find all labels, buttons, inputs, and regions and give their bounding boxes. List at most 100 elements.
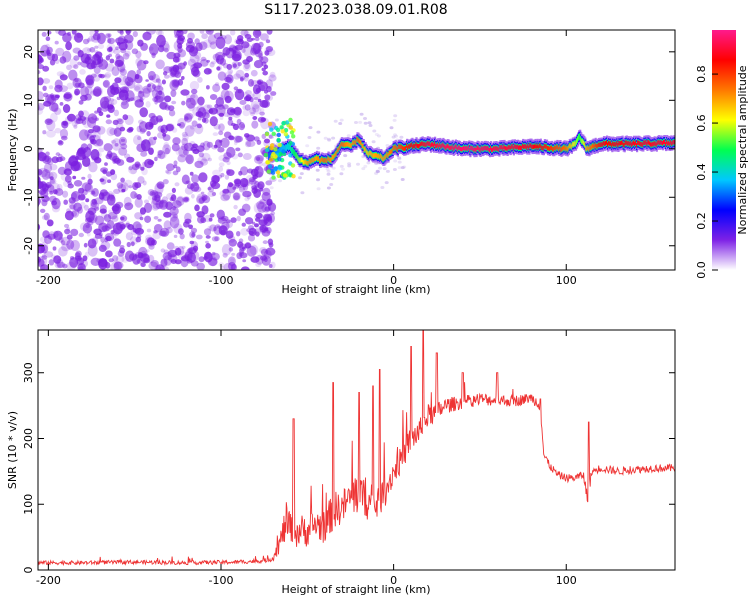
noise-blob <box>38 244 45 254</box>
noise-blob <box>218 166 224 172</box>
noise-blob <box>114 77 122 84</box>
noise-blob <box>347 162 352 166</box>
noise-blob <box>393 159 398 163</box>
snr-ytick-label: 200 <box>22 428 35 449</box>
noise-blob <box>228 247 234 252</box>
noise-blob <box>316 187 321 191</box>
noise-blob <box>258 41 264 48</box>
noise-blob <box>100 167 109 173</box>
noise-blob <box>269 71 276 78</box>
noise-blob <box>58 140 63 145</box>
noise-blob <box>176 30 183 33</box>
noise-blob <box>47 184 55 193</box>
noise-blob <box>99 178 105 183</box>
noise-blob <box>136 143 146 153</box>
noise-blob <box>173 160 178 166</box>
noise-blob <box>169 216 180 229</box>
noise-blob <box>153 95 164 104</box>
noise-blob <box>185 97 196 109</box>
noise-blob <box>339 164 344 168</box>
noise-blob <box>107 179 112 183</box>
noise-blob <box>46 219 54 227</box>
noise-blob <box>42 155 52 165</box>
noise-blob <box>122 52 130 60</box>
noise-blob <box>198 256 205 263</box>
ridge-cell <box>595 144 598 149</box>
noise-blob <box>252 116 258 120</box>
noise-blob <box>116 182 124 189</box>
noise-blob <box>233 86 239 91</box>
noise-blob <box>100 178 107 185</box>
noise-blob <box>177 35 185 41</box>
noise-blob <box>112 206 120 214</box>
noise-blob <box>391 135 396 139</box>
noise-blob <box>145 236 155 246</box>
ridge-cell <box>288 153 293 158</box>
noise-blob <box>260 108 265 113</box>
noise-blob <box>382 167 387 171</box>
noise-blob <box>124 202 134 211</box>
noise-blob <box>375 169 380 173</box>
noise-blob <box>201 152 211 162</box>
noise-blob <box>253 136 260 142</box>
noise-blob <box>299 172 304 176</box>
noise-blob <box>224 174 230 180</box>
noise-blob <box>254 30 262 36</box>
noise-blob <box>113 261 124 270</box>
ridge-cell <box>653 141 656 146</box>
noise-blob <box>137 252 144 259</box>
noise-blob <box>102 74 107 78</box>
noise-blob <box>201 33 208 40</box>
noise-blob <box>90 60 98 68</box>
noise-blob <box>99 74 105 79</box>
noise-blob <box>238 38 243 42</box>
noise-blob <box>257 181 265 190</box>
ridge-cell <box>265 147 270 153</box>
ridge-cell <box>281 149 286 154</box>
noise-blob <box>206 59 211 63</box>
noise-blob <box>70 228 79 237</box>
noise-blob <box>147 160 155 166</box>
noise-blob <box>84 183 93 193</box>
noise-blob <box>122 75 129 83</box>
noise-blob <box>146 30 156 35</box>
noise-blob <box>119 66 126 74</box>
noise-blob <box>158 30 164 37</box>
noise-blob <box>221 244 232 256</box>
noise-blob <box>73 180 83 187</box>
noise-blob <box>92 88 102 97</box>
noise-blob <box>100 236 105 243</box>
noise-blob <box>343 154 348 158</box>
noise-blob <box>81 176 86 180</box>
noise-blob <box>120 138 126 142</box>
noise-blob <box>73 64 79 69</box>
noise-blob <box>224 90 234 103</box>
noise-blob <box>187 32 195 40</box>
noise-blob <box>254 36 260 42</box>
noise-blob <box>181 245 186 249</box>
noise-blob <box>82 255 88 262</box>
noise-blob <box>234 88 245 101</box>
noise-blob <box>122 114 129 121</box>
noise-blob <box>222 52 227 57</box>
noise-blob <box>136 194 142 200</box>
noise-blob <box>270 211 276 216</box>
noise-blob <box>48 259 55 266</box>
spectrogram-ytick-label: 20 <box>22 45 35 59</box>
noise-blob <box>242 105 246 110</box>
noise-blob <box>339 172 344 176</box>
noise-blob <box>86 38 91 43</box>
noise-blob <box>125 232 133 241</box>
noise-blob <box>82 47 92 54</box>
noise-blob <box>155 90 165 103</box>
ridge-cell <box>288 125 293 130</box>
noise-blob <box>225 219 231 224</box>
noise-blob <box>258 219 268 226</box>
noise-blob <box>247 234 256 242</box>
noise-blob <box>253 202 263 214</box>
noise-blob <box>242 61 251 72</box>
noise-blob <box>80 53 90 64</box>
noise-blob <box>78 129 89 141</box>
noise-blob <box>172 214 178 219</box>
noise-blob <box>79 193 85 201</box>
